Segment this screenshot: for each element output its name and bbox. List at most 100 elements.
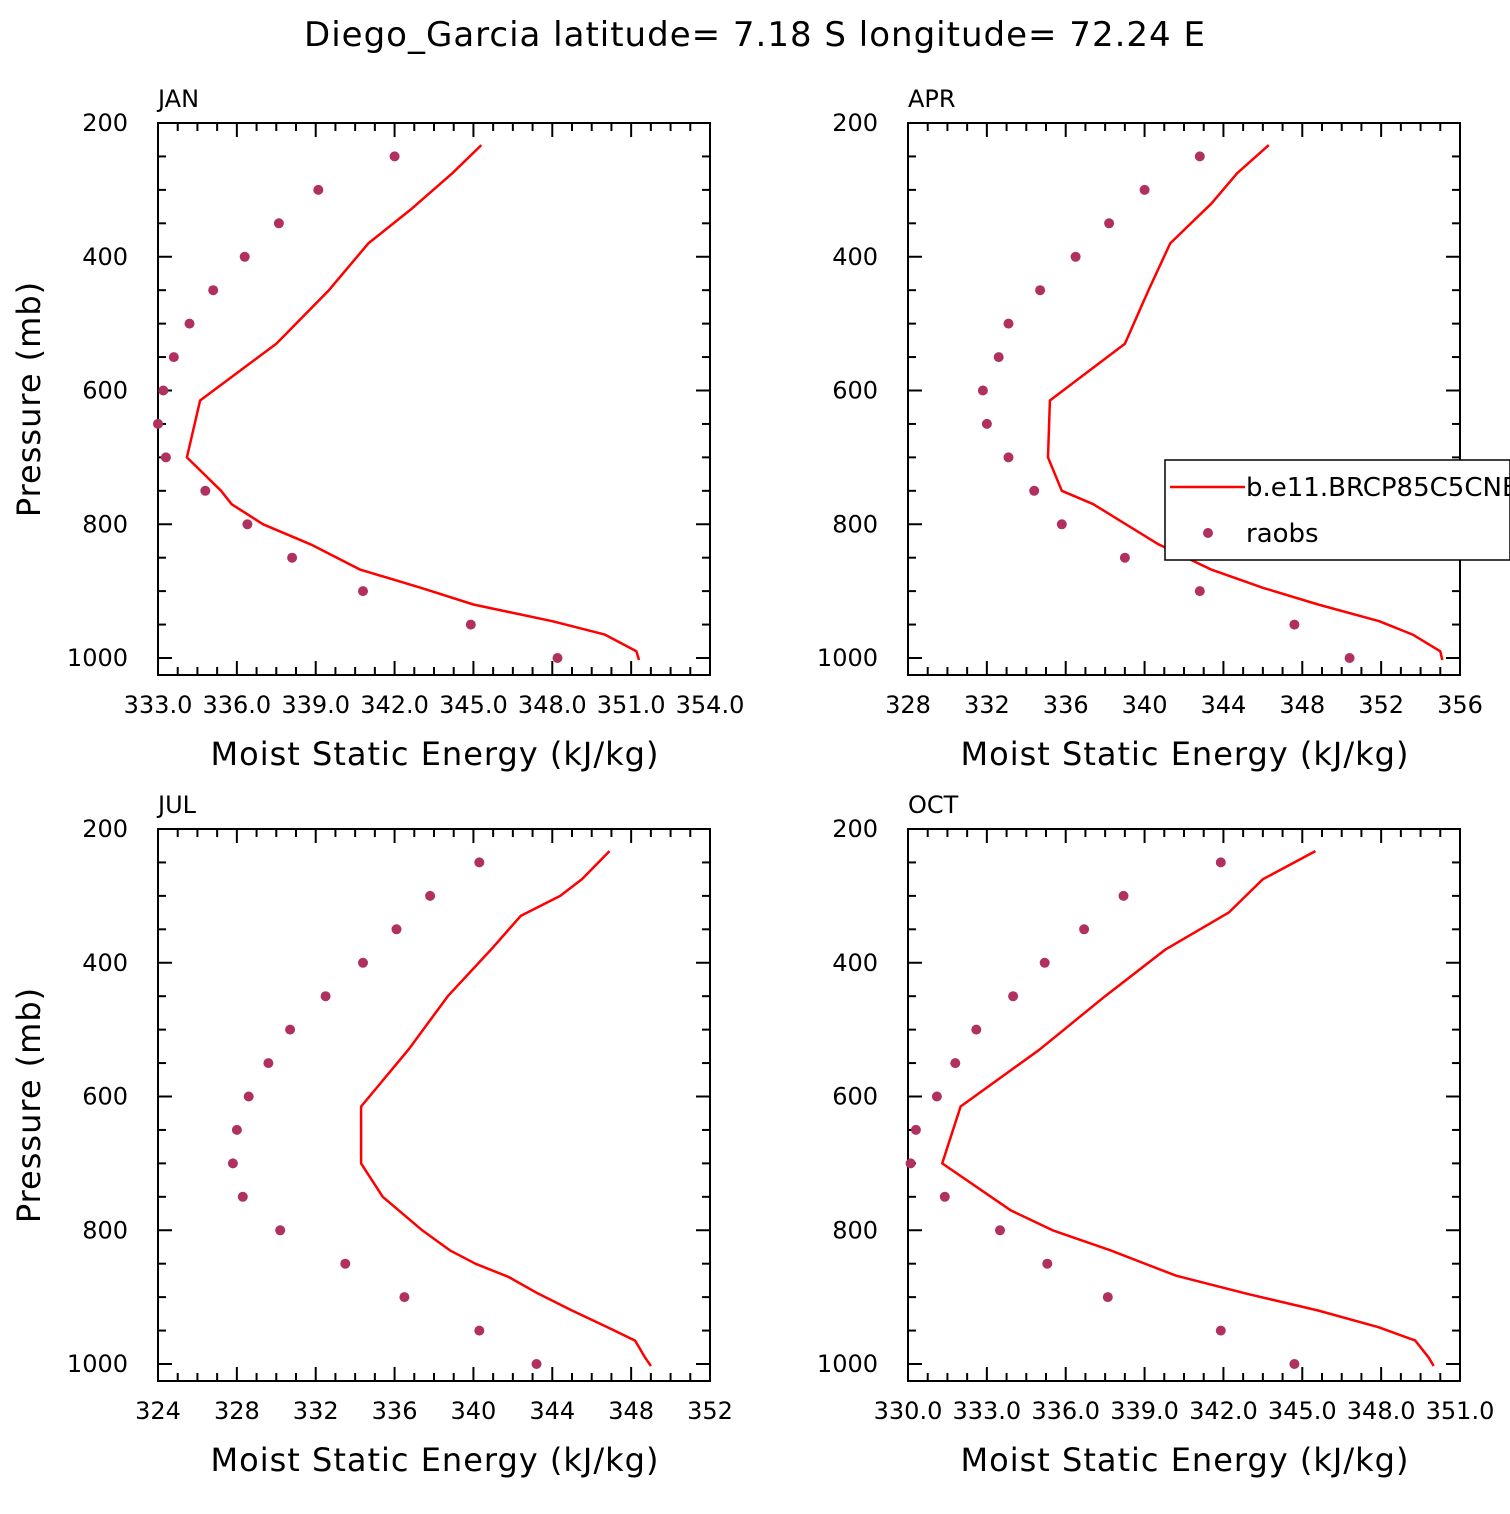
panel-oct-frame	[907, 828, 1461, 1382]
panel-oct-ytick-label: 800	[832, 1216, 878, 1244]
panel-jul-raobs-point	[358, 957, 368, 968]
panel-apr-frame	[907, 122, 1461, 676]
panel-jan-xtick-label: 333.0	[124, 691, 193, 719]
panel-jul-xtick-label: 344	[529, 1397, 575, 1425]
panel-jan-model-line	[185, 144, 641, 661]
panel-oct-raobs-point	[971, 1024, 982, 1035]
panel-jan-ytick-label: 200	[82, 109, 128, 137]
panel-jul-xtick-label: 348	[608, 1397, 654, 1425]
legend-box	[1164, 459, 1510, 561]
panel-apr-raobs-point	[1194, 586, 1205, 597]
panel-jan-raobs-point	[200, 485, 211, 496]
panel-apr-raobs-point	[1035, 285, 1046, 296]
panel-oct-xtick-label: 345.0	[1268, 1397, 1337, 1425]
panel-apr-xtick-label: 344	[1201, 691, 1247, 719]
legend-obs-label: raobs	[1246, 519, 1319, 549]
panel-oct-xtick-label: 333.0	[952, 1397, 1021, 1425]
panel-apr-ytick-label: 600	[832, 377, 878, 405]
panel-oct-raobs-point	[950, 1058, 961, 1069]
panel-jan-ytick-label: 800	[82, 510, 128, 538]
panel-oct-raobs-point	[931, 1091, 942, 1102]
panel-jul-raobs-point	[285, 1024, 296, 1035]
panel-jul-raobs-point	[237, 1191, 248, 1202]
panel-oct-label: OCT	[908, 791, 959, 819]
panel-oct-xtick-label: 351.0	[1426, 1397, 1495, 1425]
panel-apr-xtick-label: 348	[1279, 691, 1325, 719]
panel-apr-raobs-point	[993, 352, 1004, 363]
panel-jan-ylabel: Pressure (mb)	[10, 281, 48, 517]
panel-jan: 200 400 600 800 1000 333.0 336.0 339.0 342.0 345.…	[10, 85, 744, 773]
panel-jul-label: JUL	[156, 791, 197, 819]
panel-jul-ytick-label: 200	[82, 815, 128, 843]
panel-apr-raobs-point	[1119, 552, 1130, 563]
panel-oct-raobs-point	[1215, 1325, 1226, 1336]
panel-jul-ytick-label: 800	[82, 1216, 128, 1244]
panel-oct-raobs-point	[1079, 924, 1090, 935]
panel-oct-raobs-point	[1102, 1292, 1113, 1303]
panel-jan-raobs-point	[313, 184, 324, 195]
panel-apr-raobs-point	[1070, 251, 1081, 262]
panel-oct-ytick-label: 600	[832, 1083, 878, 1111]
panel-apr-xtick-label: 352	[1358, 691, 1404, 719]
panel-oct-xtick-label: 336.0	[1031, 1397, 1100, 1425]
panel-apr-raobs-point	[1194, 151, 1205, 162]
panel-jul-raobs-point	[474, 1325, 485, 1336]
panel-jul-ytick-label: 400	[82, 949, 128, 977]
panel-jan-raobs-point	[242, 519, 253, 530]
panel-oct-raobs-point	[905, 1158, 916, 1169]
panel-apr-raobs-point	[1029, 485, 1040, 496]
panel-jul-ytick-label: 1000	[67, 1350, 128, 1378]
panel-jan-xtick-label: 354.0	[676, 691, 745, 719]
panel-jul-xtick-label: 328	[214, 1397, 260, 1425]
panel-jan-xtick-label: 351.0	[597, 691, 666, 719]
panel-oct: 200 400 600 800 1000 330.0 333.0 336.0 339.0 342.…	[817, 791, 1494, 1479]
panel-oct-xlabel: Moist Static Energy (kJ/kg)	[961, 1441, 1410, 1479]
panel-jan-ytick-label: 1000	[67, 644, 128, 672]
panel-apr-xlabel: Moist Static Energy (kJ/kg)	[961, 735, 1410, 773]
panel-jan-xtick-label: 339.0	[281, 691, 350, 719]
panel-oct-model-line	[940, 849, 1435, 1367]
panel-jul-raobs-point	[474, 857, 485, 868]
panel-jul-xtick-label: 324	[135, 1397, 181, 1425]
panel-jul-xlabel: Moist Static Energy (kJ/kg)	[211, 1441, 660, 1479]
panel-apr-raobs-point	[1344, 653, 1355, 663]
panel-jul-raobs-point	[231, 1124, 242, 1135]
panel-oct-raobs-point	[910, 1124, 921, 1135]
legend: b.e11.BRCP85C5CNBDRD raobs	[1164, 459, 1510, 561]
panel-jul-raobs-point	[399, 1292, 410, 1303]
panel-jul-xtick-label: 340	[451, 1397, 497, 1425]
panel-oct-raobs-point	[1289, 1359, 1300, 1369]
panel-apr-raobs-point	[1003, 452, 1014, 463]
panel-oct-raobs-point	[1008, 991, 1019, 1002]
panel-jan-xlabel: Moist Static Energy (kJ/kg)	[211, 735, 660, 773]
panel-apr-xtick-label: 336	[1043, 691, 1089, 719]
panel-jul-raobs-point	[263, 1058, 274, 1069]
panel-jul-raobs-point	[227, 1158, 238, 1169]
panel-jan-raobs-point	[208, 285, 219, 296]
panel-apr-ytick-label: 400	[832, 243, 878, 271]
panel-jan-raobs-point	[273, 218, 284, 229]
panel-apr-label: APR	[908, 85, 956, 113]
panel-jan-raobs-point	[552, 653, 563, 663]
panel-apr-raobs-point	[977, 385, 988, 396]
panel-jul-ytick-label: 600	[82, 1083, 128, 1111]
panel-jan-raobs-point	[153, 418, 163, 429]
panel-jan-label: JAN	[156, 85, 199, 113]
legend-marker-swatch	[1203, 528, 1213, 538]
panel-jan-raobs-point	[239, 251, 250, 262]
panel-jan-raobs-point	[358, 586, 368, 597]
panel-oct-xtick-label: 339.0	[1110, 1397, 1179, 1425]
panel-apr-ytick-label: 1000	[817, 644, 878, 672]
panel-apr-xtick-label: 328	[885, 691, 931, 719]
panel-jan-raobs-point	[168, 352, 179, 363]
panel-oct-xtick-label: 348.0	[1347, 1397, 1416, 1425]
panel-jul-raobs-point	[243, 1091, 254, 1102]
legend-model-label: b.e11.BRCP85C5CNBDRD	[1246, 473, 1510, 503]
panel-jan-xtick-label: 348.0	[518, 691, 587, 719]
panel-jan-ytick-label: 400	[82, 243, 128, 271]
panel-apr-xtick-label: 332	[964, 691, 1010, 719]
panel-jul-xtick-label: 332	[293, 1397, 339, 1425]
